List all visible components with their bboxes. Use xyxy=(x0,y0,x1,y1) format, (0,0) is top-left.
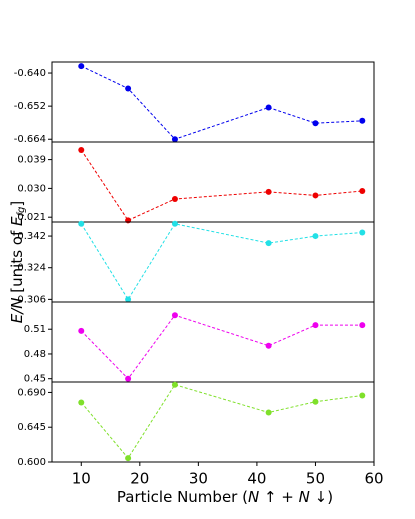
panel-5: 0.690 0.645 0.600 10 20 30 40 50 60 xyxy=(17,381,384,488)
data-point xyxy=(312,233,319,240)
series-line xyxy=(81,65,363,140)
panel-2: 0.039 0.030 0.021 xyxy=(17,141,375,224)
data-point xyxy=(312,120,319,127)
data-point xyxy=(265,409,272,416)
data-point xyxy=(312,192,319,199)
y-tick-label: 0.51 xyxy=(24,324,46,335)
data-point xyxy=(78,63,85,70)
data-point xyxy=(359,322,366,329)
data-point xyxy=(265,188,272,195)
data-point xyxy=(78,399,85,406)
data-point xyxy=(171,381,178,388)
panel-frame xyxy=(51,61,375,143)
data-point xyxy=(78,220,85,227)
y-tick-label: 0.48 xyxy=(24,349,46,360)
panel-1: -0.640 -0.652 -0.664 xyxy=(14,61,375,145)
y-tick-label: 0.030 xyxy=(17,183,46,194)
x-axis-label: Particle Number (N ↑ + N ↓) xyxy=(117,488,333,506)
x-tick-label: 30 xyxy=(189,470,208,488)
y-tick-label: 0.021 xyxy=(17,212,46,223)
y-tick-label: 0.342 xyxy=(17,231,46,242)
series-line xyxy=(80,384,363,459)
data-point xyxy=(359,229,366,236)
x-tick-label: 10 xyxy=(72,470,91,488)
panel-3: 0.342 0.324 0.306 xyxy=(17,220,375,305)
y-tick-label: 0.690 xyxy=(17,387,46,398)
data-point xyxy=(265,342,272,349)
y-tick-label: 0.039 xyxy=(17,155,46,166)
data-point xyxy=(359,392,366,399)
x-tick-label: 60 xyxy=(364,470,383,488)
y-tick-label: 0.600 xyxy=(17,457,46,468)
data-point xyxy=(171,312,178,319)
data-point xyxy=(78,327,85,334)
data-point xyxy=(125,375,132,382)
panel-frame xyxy=(51,301,375,383)
data-point xyxy=(171,136,178,143)
data-point xyxy=(78,147,85,153)
series-line xyxy=(80,314,363,380)
series-line xyxy=(80,223,363,301)
data-point xyxy=(265,240,272,247)
data-point xyxy=(171,220,178,227)
series-line xyxy=(80,149,363,222)
panel-frame xyxy=(51,141,375,223)
data-point xyxy=(171,195,178,202)
x-tick-label: 20 xyxy=(130,470,149,488)
y-tick-label: 0.306 xyxy=(17,294,46,305)
y-tick-label: -0.664 xyxy=(14,134,46,145)
panel-4: 0.51 0.48 0.45 xyxy=(24,301,375,385)
data-point xyxy=(312,398,319,405)
data-point xyxy=(359,187,366,194)
y-tick-label: 0.324 xyxy=(17,263,46,274)
data-point xyxy=(125,296,132,303)
panel-frame xyxy=(51,221,375,303)
data-point xyxy=(359,117,366,124)
data-point xyxy=(312,322,319,329)
y-tick-label: -0.652 xyxy=(14,101,46,112)
y-axis-label: E/N [units of Efg] xyxy=(8,201,28,323)
x-tick-label: 50 xyxy=(306,470,325,488)
y-tick-label: 0.645 xyxy=(17,422,46,433)
data-point xyxy=(265,104,272,111)
x-tick-label: 40 xyxy=(247,470,266,488)
y-tick-label: 0.45 xyxy=(24,374,46,385)
data-point xyxy=(125,455,132,462)
panel-frame xyxy=(51,381,375,463)
y-tick-label: -0.640 xyxy=(14,68,46,79)
data-point xyxy=(125,85,132,92)
